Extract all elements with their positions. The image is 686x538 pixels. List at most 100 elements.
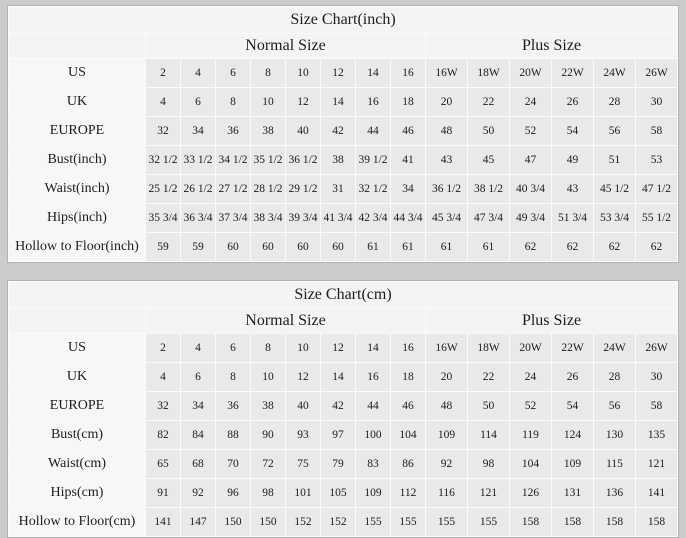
table-row: US 2 4 6 8 10 12 14 16 16W 18W 20W 22W 24W 26W bbox=[9, 334, 677, 362]
size-value-cell: 12 bbox=[321, 59, 355, 87]
size-value-cell: 97 bbox=[321, 421, 355, 449]
size-value-cell: 147 bbox=[181, 508, 215, 536]
row-label: Bust(inch) bbox=[9, 146, 145, 174]
size-value-cell: 10 bbox=[251, 88, 285, 116]
size-value-cell: 105 bbox=[321, 479, 355, 507]
size-value-cell: 10 bbox=[286, 334, 320, 362]
size-value-cell: 49 bbox=[552, 146, 593, 174]
size-value-cell: 155 bbox=[426, 508, 467, 536]
group-header-plus-size: Plus Size bbox=[426, 309, 677, 333]
table-row: Waist(inch) 25 1/2 26 1/2 27 1/2 28 1/2 29 1/… bbox=[9, 175, 677, 203]
row-label: US bbox=[9, 334, 145, 362]
size-value-cell: 59 bbox=[181, 233, 215, 261]
size-value-cell: 6 bbox=[181, 363, 215, 391]
size-value-cell: 155 bbox=[468, 508, 509, 536]
size-value-cell: 98 bbox=[468, 450, 509, 478]
size-value-cell: 8 bbox=[251, 334, 285, 362]
size-value-cell: 2 bbox=[146, 334, 180, 362]
size-value-cell: 20W bbox=[510, 59, 551, 87]
size-value-cell: 20 bbox=[426, 363, 467, 391]
group-header-plus-size: Plus Size bbox=[426, 34, 677, 58]
size-value-cell: 62 bbox=[636, 233, 677, 261]
size-value-cell: 18 bbox=[391, 88, 425, 116]
size-value-cell: 158 bbox=[636, 508, 677, 536]
size-value-cell: 141 bbox=[636, 479, 677, 507]
size-value-cell: 61 bbox=[426, 233, 467, 261]
size-value-cell: 155 bbox=[391, 508, 425, 536]
size-value-cell: 18 bbox=[391, 363, 425, 391]
size-value-cell: 6 bbox=[216, 334, 250, 362]
group-header-normal-size: Normal Size bbox=[146, 309, 425, 333]
table-title: Size Chart(inch) bbox=[9, 7, 677, 33]
size-value-cell: 58 bbox=[636, 392, 677, 420]
table-row: Waist(cm) 65 68 70 72 75 79 83 86 92 98 104 109 115 12… bbox=[9, 450, 677, 478]
table-title-row: Size Chart(cm) bbox=[9, 282, 677, 308]
table-title-row: Size Chart(inch) bbox=[9, 7, 677, 33]
size-value-cell: 58 bbox=[636, 117, 677, 145]
size-value-cell: 16 bbox=[356, 88, 390, 116]
size-value-cell: 18W bbox=[468, 59, 509, 87]
size-value-cell: 20W bbox=[510, 334, 551, 362]
size-value-cell: 109 bbox=[552, 450, 593, 478]
size-value-cell: 60 bbox=[286, 233, 320, 261]
size-value-cell: 51 bbox=[594, 146, 635, 174]
row-label: Hollow to Floor(cm) bbox=[9, 508, 145, 536]
size-value-cell: 38 bbox=[251, 392, 285, 420]
size-value-cell: 42 3/4 bbox=[356, 204, 390, 232]
size-value-cell: 40 bbox=[286, 392, 320, 420]
size-chart-cm-table: Size Chart(cm) Normal Size Plus Size US 2 4 6 8… bbox=[7, 280, 679, 538]
table-row: EUROPE 32 34 36 38 40 42 44 46 48 50 52 54 56 58 bbox=[9, 392, 677, 420]
size-value-cell: 119 bbox=[510, 421, 551, 449]
size-value-cell: 12 bbox=[286, 88, 320, 116]
size-value-cell: 36 bbox=[216, 117, 250, 145]
size-value-cell: 28 1/2 bbox=[251, 175, 285, 203]
size-value-cell: 60 bbox=[216, 233, 250, 261]
size-value-cell: 141 bbox=[146, 508, 180, 536]
size-value-cell: 124 bbox=[552, 421, 593, 449]
group-header-row: Normal Size Plus Size bbox=[9, 309, 677, 333]
size-value-cell: 26 1/2 bbox=[181, 175, 215, 203]
size-value-cell: 22W bbox=[552, 334, 593, 362]
size-value-cell: 36 bbox=[216, 392, 250, 420]
size-value-cell: 26 bbox=[552, 88, 593, 116]
size-value-cell: 62 bbox=[510, 233, 551, 261]
size-value-cell: 38 3/4 bbox=[251, 204, 285, 232]
corner-cell bbox=[9, 309, 145, 333]
size-value-cell: 8 bbox=[216, 363, 250, 391]
size-value-cell: 39 1/2 bbox=[356, 146, 390, 174]
size-value-cell: 29 1/2 bbox=[286, 175, 320, 203]
size-value-cell: 4 bbox=[181, 334, 215, 362]
size-value-cell: 116 bbox=[426, 479, 467, 507]
size-value-cell: 22 bbox=[468, 363, 509, 391]
size-value-cell: 16 bbox=[391, 334, 425, 362]
size-value-cell: 48 bbox=[426, 392, 467, 420]
size-value-cell: 72 bbox=[251, 450, 285, 478]
size-value-cell: 61 bbox=[468, 233, 509, 261]
size-value-cell: 104 bbox=[391, 421, 425, 449]
size-value-cell: 20 bbox=[426, 88, 467, 116]
size-value-cell: 14 bbox=[356, 334, 390, 362]
size-value-cell: 53 bbox=[636, 146, 677, 174]
size-value-cell: 114 bbox=[468, 421, 509, 449]
group-header-row: Normal Size Plus Size bbox=[9, 34, 677, 58]
table-row: UK 4 6 8 10 12 14 16 18 20 22 24 26 28 30 bbox=[9, 363, 677, 391]
size-value-cell: 22 bbox=[468, 88, 509, 116]
size-value-cell: 121 bbox=[468, 479, 509, 507]
table-row: US 2 4 6 8 10 12 14 16 16W 18W 20W 22W 24W 26W bbox=[9, 59, 677, 87]
size-value-cell: 109 bbox=[356, 479, 390, 507]
size-value-cell: 152 bbox=[321, 508, 355, 536]
size-value-cell: 50 bbox=[468, 392, 509, 420]
size-value-cell: 24W bbox=[594, 59, 635, 87]
size-value-cell: 28 bbox=[594, 363, 635, 391]
table-row: Hips(cm) 91 92 96 98 101 105 109 112 116 121 126 131… bbox=[9, 479, 677, 507]
table-row: Bust(inch) 32 1/2 33 1/2 34 1/2 35 1/2 36 1/2… bbox=[9, 146, 677, 174]
size-value-cell: 4 bbox=[181, 59, 215, 87]
size-value-cell: 68 bbox=[181, 450, 215, 478]
size-value-cell: 101 bbox=[286, 479, 320, 507]
row-label: Hollow to Floor(inch) bbox=[9, 233, 145, 261]
size-value-cell: 8 bbox=[216, 88, 250, 116]
size-value-cell: 92 bbox=[181, 479, 215, 507]
size-value-cell: 26W bbox=[636, 59, 677, 87]
row-label: US bbox=[9, 59, 145, 87]
size-value-cell: 6 bbox=[181, 88, 215, 116]
